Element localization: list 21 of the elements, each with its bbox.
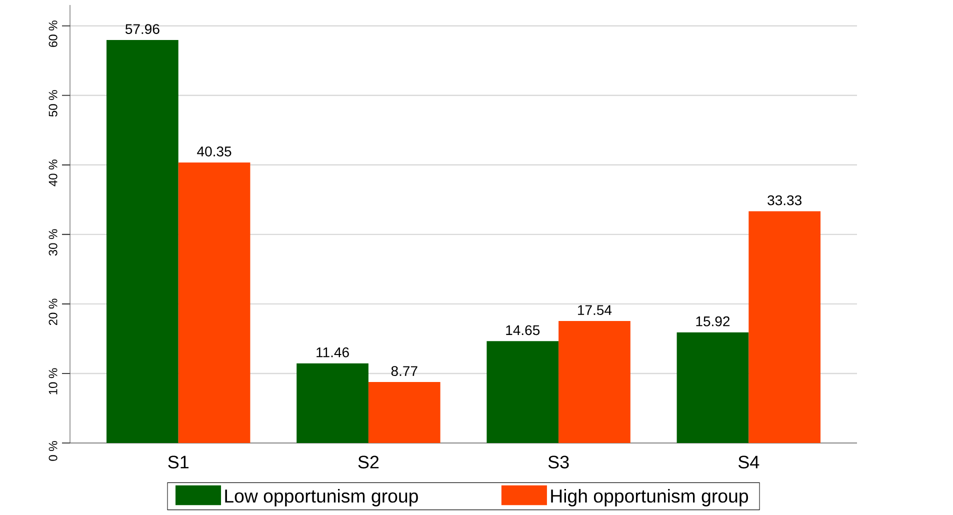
y-tick-label: 30 % bbox=[48, 229, 58, 256]
legend-label: High opportunism group bbox=[551, 488, 748, 506]
data-label: 11.46 bbox=[316, 347, 349, 358]
y-tick-label: 20 % bbox=[48, 298, 58, 326]
y-tick-label: 50 % bbox=[48, 90, 58, 117]
data-label: 40.35 bbox=[197, 146, 232, 156]
x-tick-label: S3 bbox=[548, 456, 569, 468]
data-label: 8.77 bbox=[391, 366, 418, 376]
x-tick-label: S4 bbox=[738, 456, 760, 468]
data-label: 14.65 bbox=[506, 325, 540, 336]
y-tick-label: 0 % bbox=[48, 441, 58, 461]
y-tick-label: 60 % bbox=[48, 20, 58, 47]
y-tick-label: 40 % bbox=[48, 160, 58, 186]
data-label: 17.54 bbox=[578, 305, 612, 316]
data-label: 33.33 bbox=[768, 195, 802, 206]
y-tick-label: 10 % bbox=[48, 368, 58, 394]
data-label: 15.92 bbox=[696, 316, 730, 326]
legend-label: Low opportunism group bbox=[225, 488, 418, 506]
x-tick-label: S2 bbox=[358, 456, 379, 468]
data-label: 57.96 bbox=[125, 24, 160, 34]
x-tick-label: S1 bbox=[168, 456, 188, 468]
